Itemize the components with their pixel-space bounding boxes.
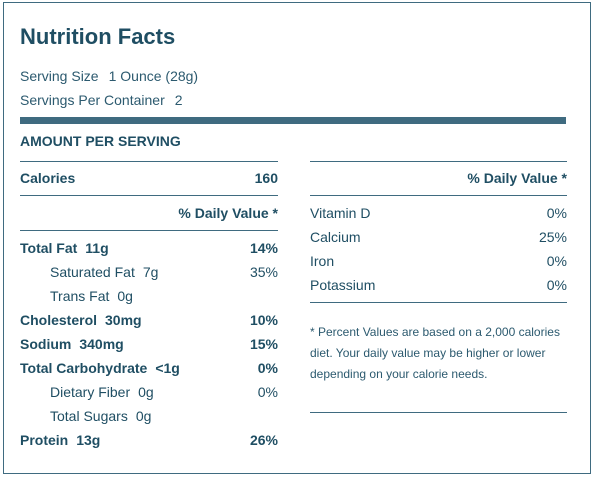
divider <box>20 161 278 162</box>
serving-size-label: Serving Size <box>20 68 99 84</box>
servings-per-container-value: 2 <box>174 92 183 108</box>
vitamin-label-vitamin-d: Vitamin D <box>310 205 371 221</box>
page-title: Nutrition Facts <box>20 24 176 49</box>
nutrient-pct-sodium: 15% <box>249 336 278 352</box>
servings-per-container-label: Servings Per Container <box>20 92 165 108</box>
servings-per-container-row: Servings Per Container 2 <box>20 92 183 108</box>
divider <box>310 195 567 196</box>
nutrient-row-saturated-fat: Saturated Fat 7g <box>50 264 159 280</box>
divider <box>20 195 278 196</box>
vitamin-pct-potassium: 0% <box>546 277 567 293</box>
divider <box>20 230 278 231</box>
nutrient-row-cholesterol: Cholesterol 30mg <box>20 312 142 328</box>
thick-divider <box>20 117 566 124</box>
serving-size-value: 1 Ounce (28g) <box>108 68 199 84</box>
serving-size-row: Serving Size 1 Ounce (28g) <box>20 68 198 84</box>
calories-value: 160 <box>254 170 278 186</box>
calories-label: Calories <box>20 170 76 186</box>
nutrient-pct-total-carbohydrate: 0% <box>257 360 278 376</box>
daily-value-footnote: * Percent Values are based on a 2,000 ca… <box>310 325 560 381</box>
nutrient-row-total-fat: Total Fat 11g <box>20 240 109 256</box>
divider <box>310 412 567 413</box>
vitamin-label-iron: Iron <box>310 253 335 269</box>
nutrient-pct-protein: 26% <box>249 432 278 448</box>
nutrient-row-total-sugars: Total Sugars 0g <box>50 408 152 424</box>
nutrient-row-total-carbohydrate: Total Carbohydrate <1g <box>20 360 180 376</box>
vitamin-label-calcium: Calcium <box>310 229 361 245</box>
divider <box>310 161 567 162</box>
vitamin-label-potassium: Potassium <box>310 277 376 293</box>
vitamin-pct-calcium: 25% <box>538 229 567 245</box>
amount-per-serving-header: AMOUNT PER SERVING <box>20 133 181 149</box>
nutrition-facts-panel <box>3 2 591 474</box>
nutrient-row-dietary-fiber: Dietary Fiber 0g <box>50 384 154 400</box>
divider <box>310 302 567 303</box>
nutrient-pct-saturated-fat: 35% <box>249 264 278 280</box>
nutrient-pct-total-fat: 14% <box>249 240 278 256</box>
nutrient-row-protein: Protein 13g <box>20 432 101 448</box>
nutrient-pct-cholesterol: 10% <box>249 312 278 328</box>
daily-value-header-right: % Daily Value * <box>467 170 567 186</box>
vitamin-pct-vitamin-d: 0% <box>546 205 567 221</box>
nutrient-row-trans-fat: Trans Fat 0g <box>50 288 133 304</box>
vitamin-pct-iron: 0% <box>546 253 567 269</box>
nutrient-row-sodium: Sodium 340mg <box>20 336 124 352</box>
nutrient-pct-dietary-fiber: 0% <box>257 384 278 400</box>
daily-value-header-left: % Daily Value * <box>178 205 278 221</box>
